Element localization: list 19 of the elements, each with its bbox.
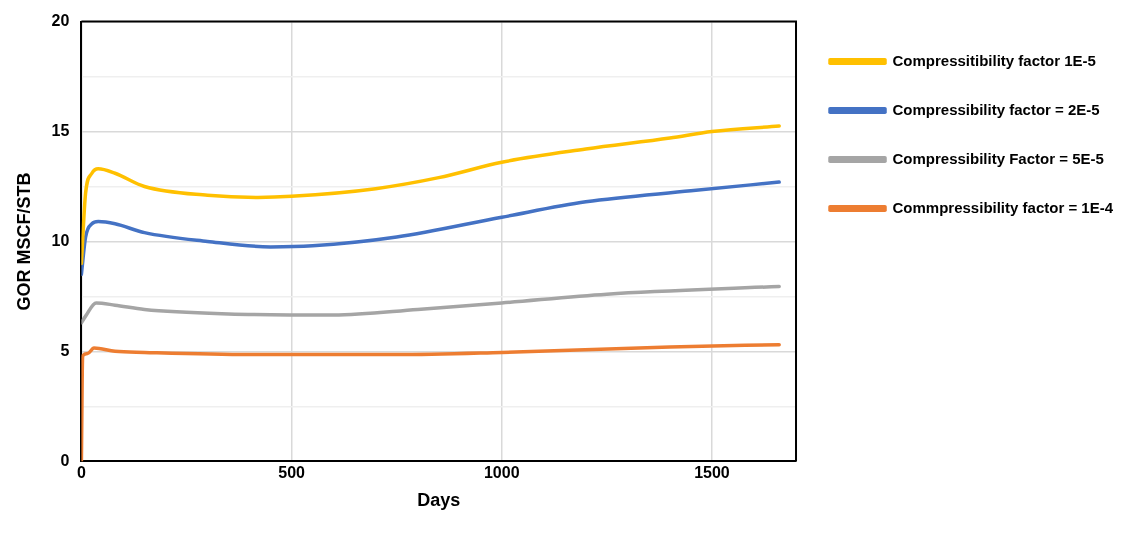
y-tick-label: 20 xyxy=(51,12,70,30)
legend-label: Commpressibility factor = 1E-4 xyxy=(892,198,1114,216)
x-tick-label: 1500 xyxy=(694,464,730,482)
line-series xyxy=(81,124,781,266)
y-tick-label: 5 xyxy=(60,341,70,359)
x-tick-label: 1000 xyxy=(483,464,520,482)
line-series xyxy=(81,284,781,325)
x-tick-label: 500 xyxy=(278,464,306,482)
y-axis-title: GOR MSCF/STB xyxy=(13,172,34,311)
line-series xyxy=(81,342,781,462)
x-axis-title: Days xyxy=(417,490,461,511)
y-tick-label: 0 xyxy=(60,451,70,469)
y-tick-label: 15 xyxy=(51,121,70,139)
y-tick-label: 10 xyxy=(51,231,70,249)
legend-label: Compressibility Factor = 5E-5 xyxy=(892,149,1104,167)
x-tick-label: 0 xyxy=(76,464,86,482)
legend-label: Compressibility factor = 2E-5 xyxy=(892,100,1100,118)
line-series xyxy=(81,180,781,277)
legend-label: Compressitibility factor 1E-5 xyxy=(892,51,1096,69)
